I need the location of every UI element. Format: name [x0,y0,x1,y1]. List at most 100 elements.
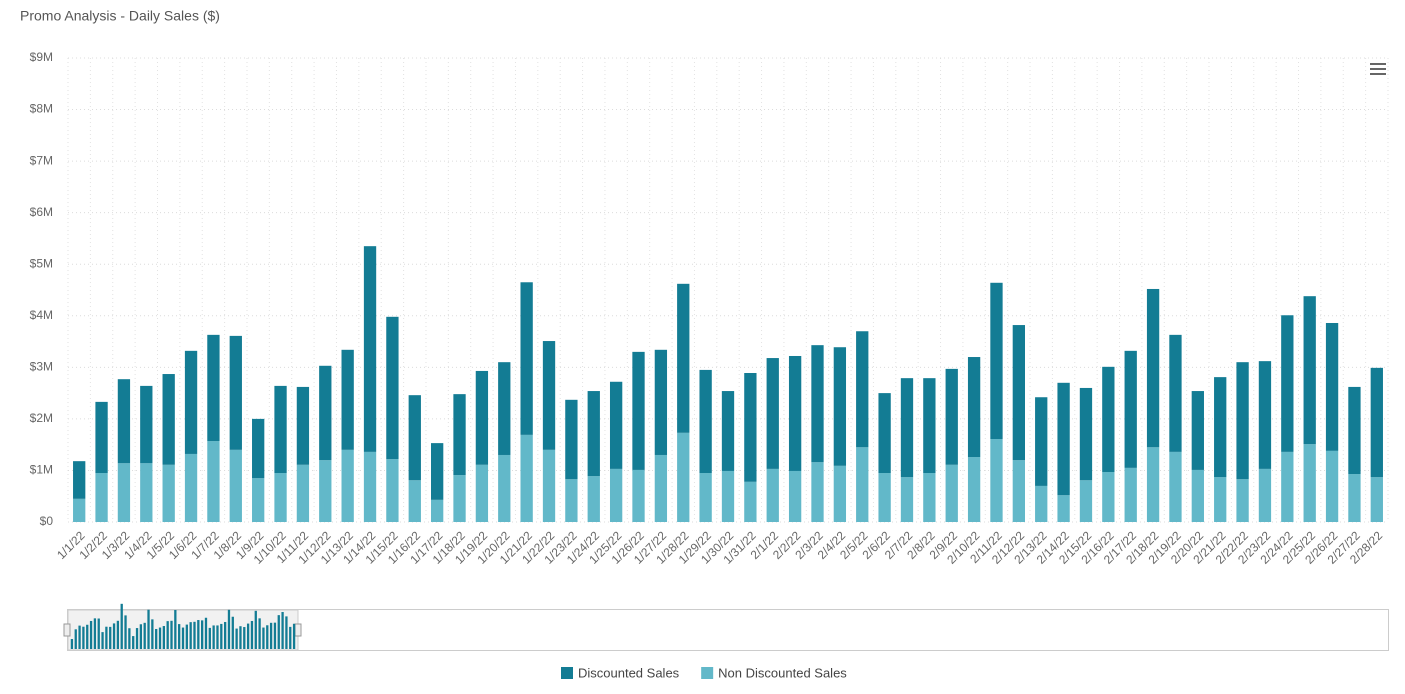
navigator-bar [74,629,77,649]
bar-segment [1236,362,1249,480]
navigator-handle-left[interactable] [63,623,71,637]
bar-segment [341,449,354,522]
bar-segment [229,449,242,522]
navigator-bar [223,621,227,649]
bar-segment [833,347,847,466]
bar-segment [788,355,802,471]
bar-segment [542,341,556,450]
navigator-bar [250,620,254,649]
navigator-bar [246,623,250,649]
navigator-bar [212,625,215,649]
bar-segment [207,334,220,442]
bar-segment [319,460,332,522]
bar-segment [363,451,377,522]
bar-segment [1303,296,1316,445]
bar-segment [1325,322,1339,451]
bar-segment [990,438,1003,522]
y-tick-label: $1M [30,463,53,477]
bar-segment [1124,350,1137,468]
navigator-bar [162,626,165,649]
navigator-bar [220,623,223,649]
navigator-bar [181,627,185,649]
legend-item[interactable]: Non Discounted Sales [701,665,847,680]
navigator-bar [235,628,238,649]
bar-segment [699,369,712,474]
navigator-bar [174,609,177,649]
legend-label: Discounted Sales [578,665,680,680]
navigator-bar [86,624,89,649]
bar-segment [117,379,131,464]
bar-segment [967,357,981,458]
bar-segment [1079,480,1093,522]
bar-segment [73,461,86,499]
navigator-bar [201,620,204,649]
bar-segment [945,368,958,465]
bar-segment [1348,386,1361,475]
bar-segment [520,282,533,435]
navigator-bar [128,628,131,649]
y-tick-label: $6M [30,205,53,219]
navigator-bar [231,616,234,649]
navigator-bar [101,632,104,649]
bar-segment [498,362,511,455]
bar-segment [565,479,578,522]
bar-segment [252,418,265,479]
navigator-bar [277,615,280,649]
menu-button[interactable] [1368,62,1388,78]
navigator-bar [292,623,296,649]
bar-segment [1370,367,1383,478]
bar-segment [721,470,735,522]
bar-segment [609,381,623,469]
bar-segment [856,331,869,448]
navigator-bar [151,619,154,649]
bar-segment [408,395,421,481]
bar-segment [923,378,936,474]
legend-swatch [561,667,573,679]
bar-segment [632,351,645,470]
bar-segment [319,365,332,461]
bar-segment [811,462,824,522]
bar-segment [408,480,421,522]
bar-segment [1370,477,1383,522]
navigator-bar [243,627,246,649]
navigator-bar [78,625,81,649]
bar-segment [1191,391,1204,470]
legend-item[interactable]: Discounted Sales [561,665,680,680]
chart-title: Promo Analysis - Daily Sales ($) [20,8,220,24]
navigator-bar [147,609,150,649]
navigator-bar [269,622,273,649]
bar-segment [475,370,489,465]
bar-segment [1012,325,1025,461]
legend: Discounted Sales Non Discounted Sales [561,665,847,680]
navigator-bar [143,622,146,649]
bar-segment [117,463,131,522]
navigator-bar [289,626,292,649]
bar-segment [788,470,802,522]
navigator-bar [193,621,196,649]
bar-segment [1214,477,1227,522]
navigator-handle-right[interactable] [294,623,302,637]
bar-segment [542,449,556,522]
bar-segment [811,345,824,463]
bar-segment [967,457,981,522]
navigator-bar [239,626,242,649]
bar-segment [1146,288,1160,448]
bar-segment [1281,451,1294,522]
navigator-bar [273,622,277,649]
bar-segment [1191,469,1204,522]
navigator-bar [254,610,257,649]
bar-segment [431,443,444,500]
navigator-bar [227,609,231,649]
navigator-bar [139,624,143,649]
bar-segment [140,463,153,522]
bar-segment [1146,447,1160,522]
navigator-bar [82,626,85,649]
navigator-bar [89,620,93,649]
bar-segment [856,447,869,522]
y-tick-label: $3M [30,360,53,374]
bar-segment [1035,397,1048,486]
bar-segment [162,464,175,522]
navigator-bar [135,628,139,649]
legend-label: Non Discounted Sales [718,665,847,680]
